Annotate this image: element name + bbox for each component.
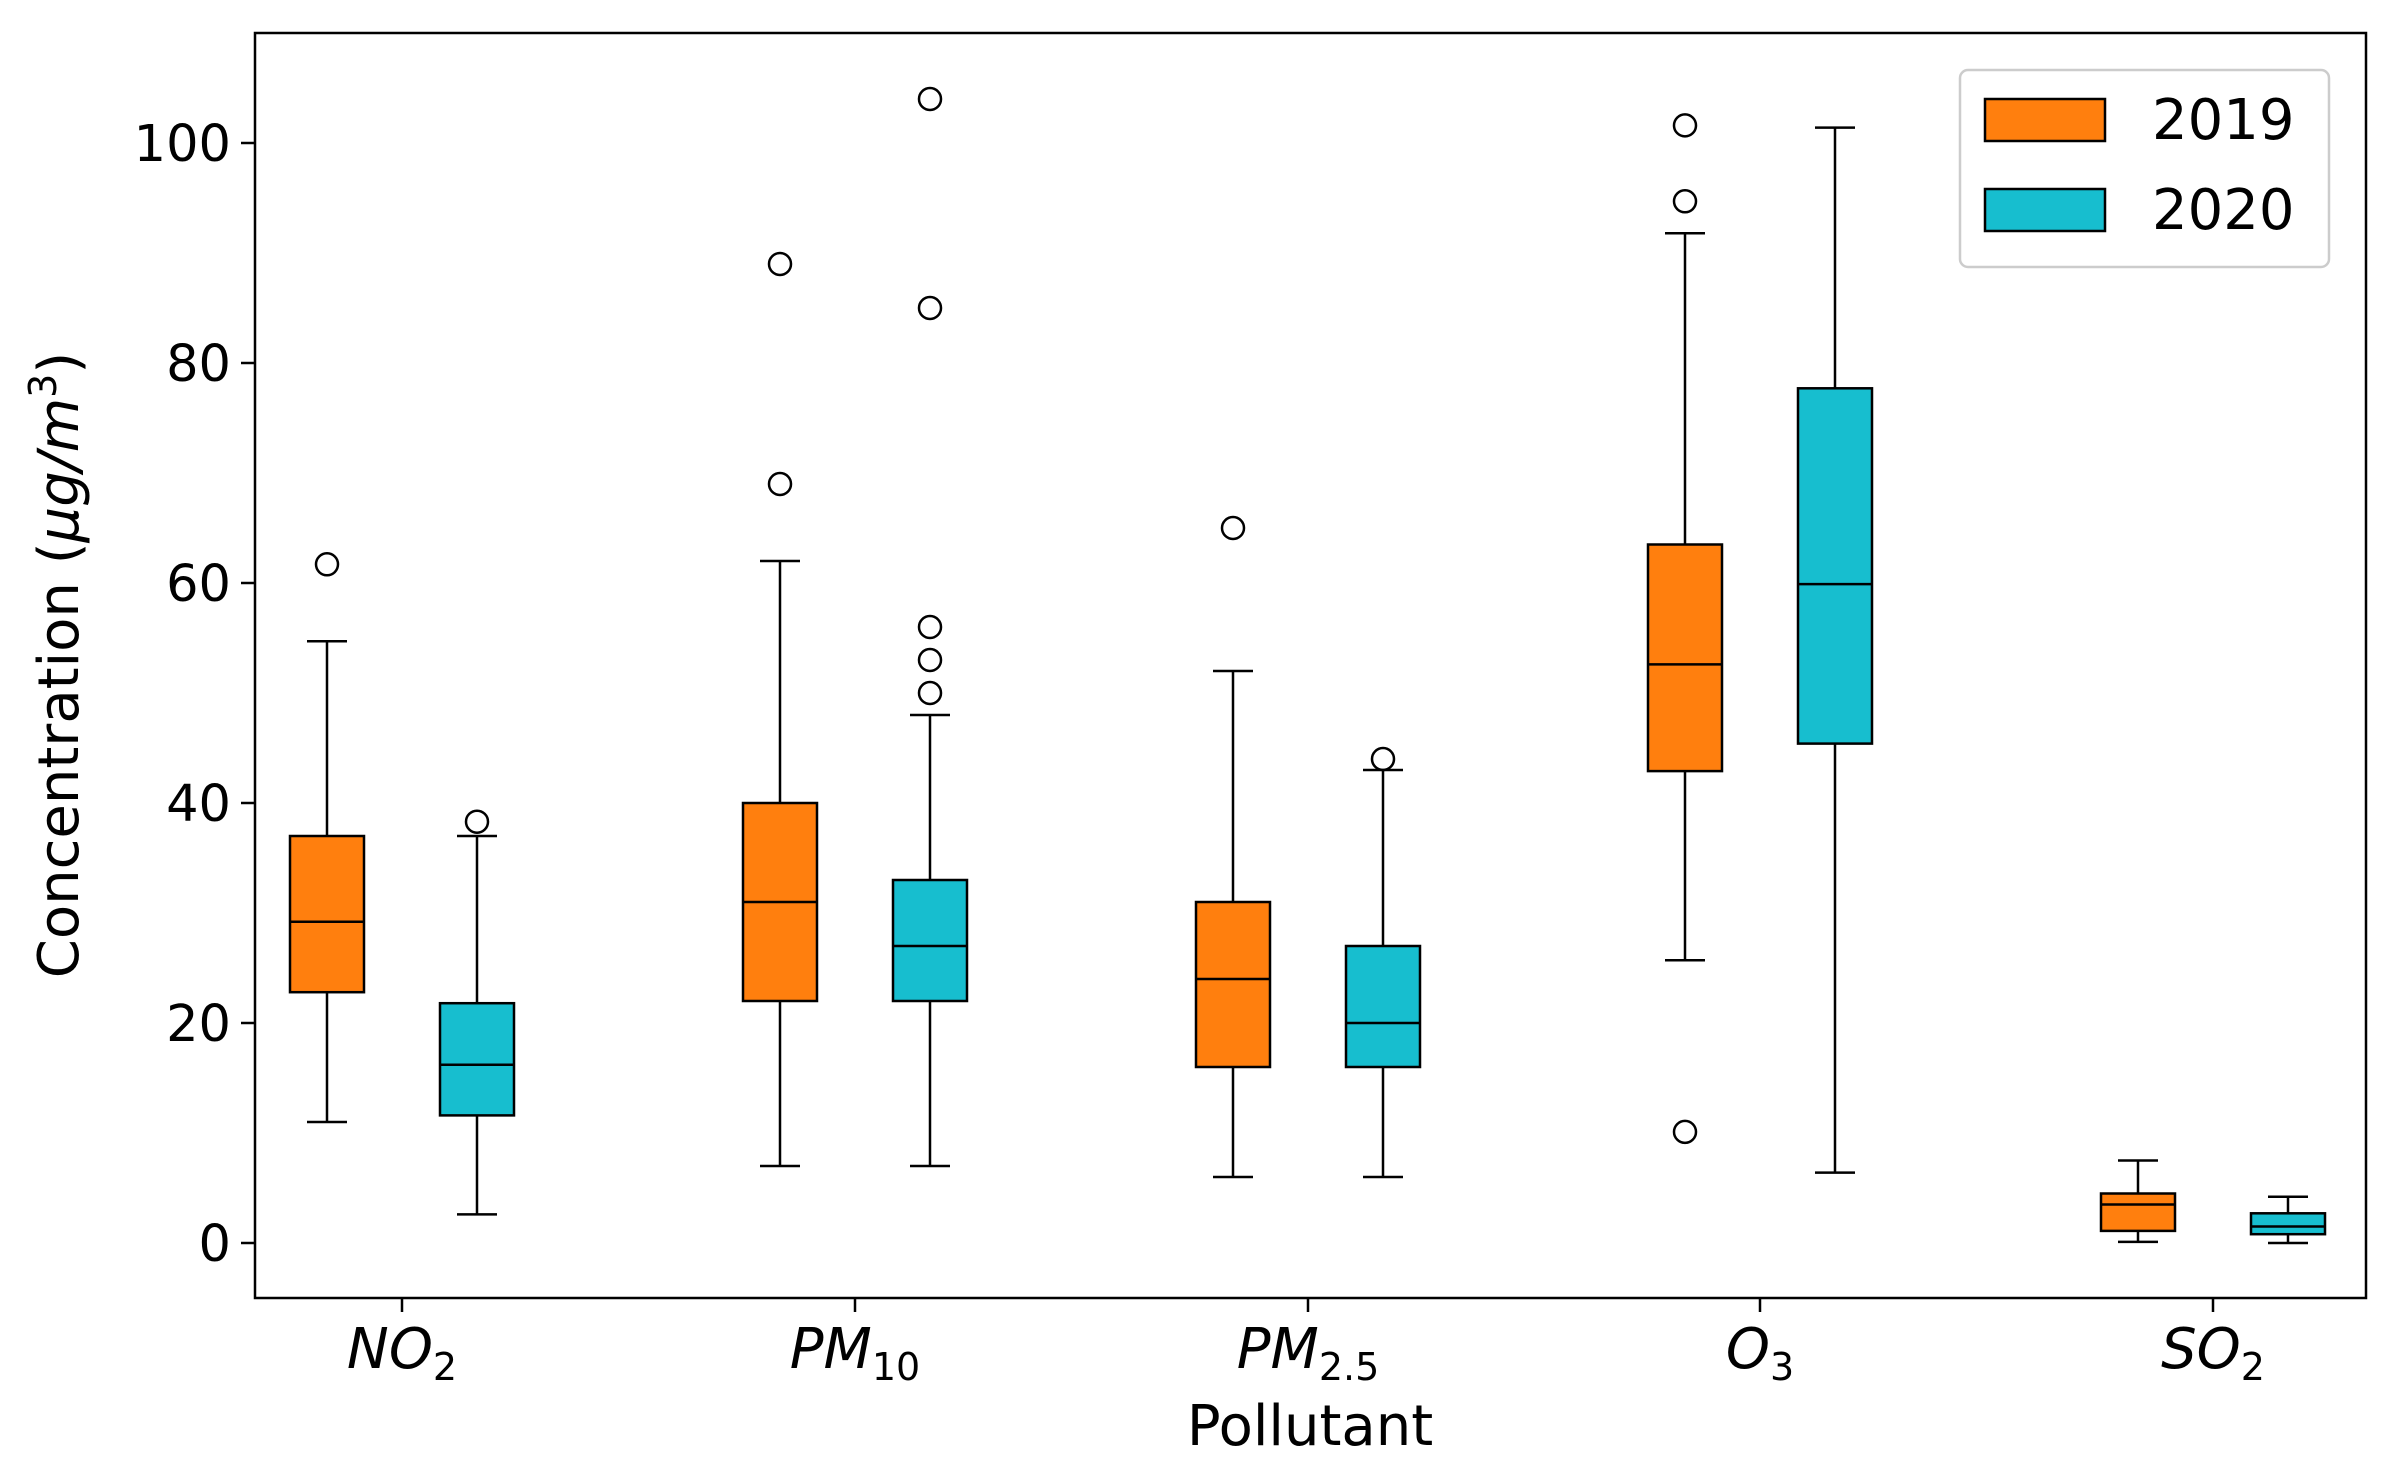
box-body — [1344, 944, 1422, 1069]
box-2020-PM10 — [891, 86, 969, 1168]
outlier-point — [767, 251, 793, 277]
outlier-point — [917, 614, 943, 640]
outlier-point — [1672, 189, 1698, 214]
x-tick-label-PM2.5: PM2.5 — [1237, 1317, 1380, 1389]
outlier-point — [1672, 1119, 1698, 1145]
x-axis: NO2 PM10 PM2.5 O3 SO2 — [347, 1298, 2265, 1389]
box-2020-SO2 — [2249, 1195, 2327, 1245]
x-tick-label-PM10: PM10 — [790, 1317, 920, 1389]
outlier-point — [1220, 515, 1246, 541]
outlier-point — [917, 680, 943, 706]
box-2020-NO2 — [438, 809, 516, 1216]
outlier-point — [314, 552, 340, 577]
box-2020-PM2.5 — [1344, 746, 1422, 1179]
box-body — [1194, 900, 1272, 1069]
box-2019-NO2 — [288, 552, 366, 1124]
x-axis-title: Pollutant — [1187, 1394, 1433, 1458]
outlier-point — [464, 809, 490, 834]
outlier-point — [1370, 746, 1396, 772]
y-tick-label-80: 80 — [166, 335, 231, 394]
box-body — [2099, 1192, 2177, 1233]
legend: 2019 2020 — [1958, 68, 2331, 269]
y-axis: 0 20 40 60 80 100 — [134, 115, 255, 1274]
legend-swatch-2019 — [1983, 97, 2107, 143]
x-tick-label-O3: O3 — [1726, 1317, 1794, 1389]
outlier-point — [917, 647, 943, 673]
box-body — [438, 1001, 516, 1117]
y-tick-label-0: 0 — [199, 1215, 231, 1274]
box-body — [288, 834, 366, 994]
box-2019-PM10 — [741, 251, 819, 1168]
y-tick-label-100: 100 — [134, 115, 231, 174]
box-2019-SO2 — [2099, 1159, 2177, 1244]
legend-swatch-2020 — [1983, 187, 2107, 233]
box-body — [1646, 543, 1724, 773]
y-tick-label-20: 20 — [166, 995, 231, 1054]
boxes-layer — [288, 86, 2327, 1245]
box-2020-O3 — [1796, 126, 1874, 1174]
outlier-point — [917, 86, 943, 112]
legend-label-2020: 2020 — [2152, 178, 2295, 243]
legend-label-2019: 2019 — [2152, 88, 2295, 153]
outlier-point — [1672, 113, 1698, 138]
x-tick-label-NO2: NO2 — [347, 1317, 457, 1389]
x-tick-label-SO2: SO2 — [2161, 1317, 2265, 1389]
outlier-point — [767, 471, 793, 497]
box-2019-PM2.5 — [1194, 515, 1272, 1179]
box-2019-O3 — [1646, 113, 1724, 1145]
plot-frame — [253, 31, 2368, 1300]
y-axis-title: Concentration (μg/m3) — [21, 352, 92, 978]
box-body — [1796, 387, 1874, 745]
box-body — [891, 878, 969, 1003]
y-tick-label-60: 60 — [166, 555, 231, 614]
outlier-point — [917, 295, 943, 321]
box-body — [2249, 1212, 2327, 1236]
y-tick-label-40: 40 — [166, 775, 231, 834]
